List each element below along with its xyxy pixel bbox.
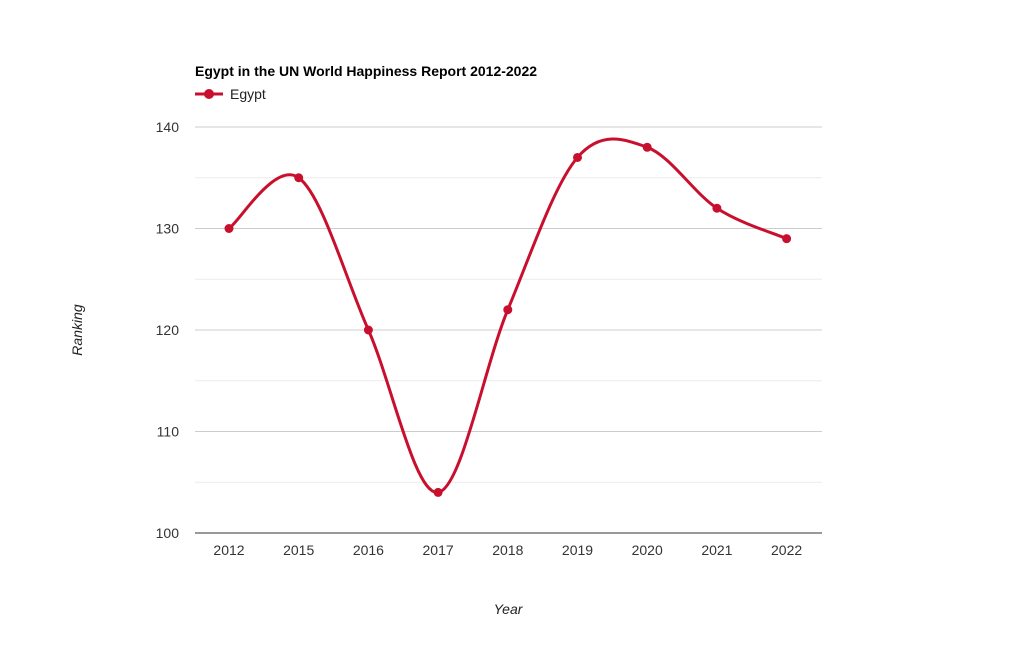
gridlines bbox=[195, 126, 822, 534]
data-point-2018[interactable] bbox=[503, 305, 513, 315]
y-tick-label: 100 bbox=[156, 525, 180, 541]
y-tick-label: 110 bbox=[157, 424, 180, 440]
x-tick-label: 2015 bbox=[283, 542, 314, 558]
x-axis-title: Year bbox=[494, 601, 524, 617]
data-point-2016[interactable] bbox=[363, 325, 373, 335]
data-point-2015[interactable] bbox=[294, 173, 304, 183]
chart-title: Egypt in the UN World Happiness Report 2… bbox=[195, 63, 537, 79]
x-tick-label: 2016 bbox=[353, 542, 384, 558]
x-tick-label: 2020 bbox=[632, 542, 663, 558]
data-point-2021[interactable] bbox=[712, 203, 722, 213]
data-points bbox=[224, 142, 792, 497]
y-axis-ticks: 100 110 120 130 140 bbox=[156, 119, 180, 541]
x-tick-label: 2021 bbox=[701, 542, 732, 558]
y-tick-label: 140 bbox=[156, 119, 180, 135]
x-tick-label: 2017 bbox=[423, 542, 454, 558]
legend: Egypt bbox=[195, 86, 266, 102]
x-axis-ticks: 2012 2015 2016 2017 2018 2019 2020 2021 2022 bbox=[213, 542, 802, 558]
legend-marker-egypt bbox=[204, 89, 214, 99]
y-tick-label: 120 bbox=[156, 322, 180, 338]
data-point-2012[interactable] bbox=[224, 224, 234, 233]
legend-label-egypt: Egypt bbox=[230, 86, 266, 102]
series-line-egypt bbox=[227, 137, 789, 494]
x-tick-label: 2018 bbox=[492, 542, 523, 558]
data-point-2020[interactable] bbox=[642, 142, 652, 152]
y-tick-label: 130 bbox=[156, 221, 180, 237]
data-point-2019[interactable] bbox=[573, 152, 582, 162]
y-axis-title: Ranking bbox=[69, 304, 85, 356]
x-tick-label: 2022 bbox=[771, 542, 802, 558]
x-tick-label: 2012 bbox=[213, 542, 244, 558]
x-tick-label: 2019 bbox=[562, 542, 593, 558]
data-point-2017[interactable] bbox=[433, 487, 443, 497]
data-point-2022[interactable] bbox=[782, 234, 792, 244]
